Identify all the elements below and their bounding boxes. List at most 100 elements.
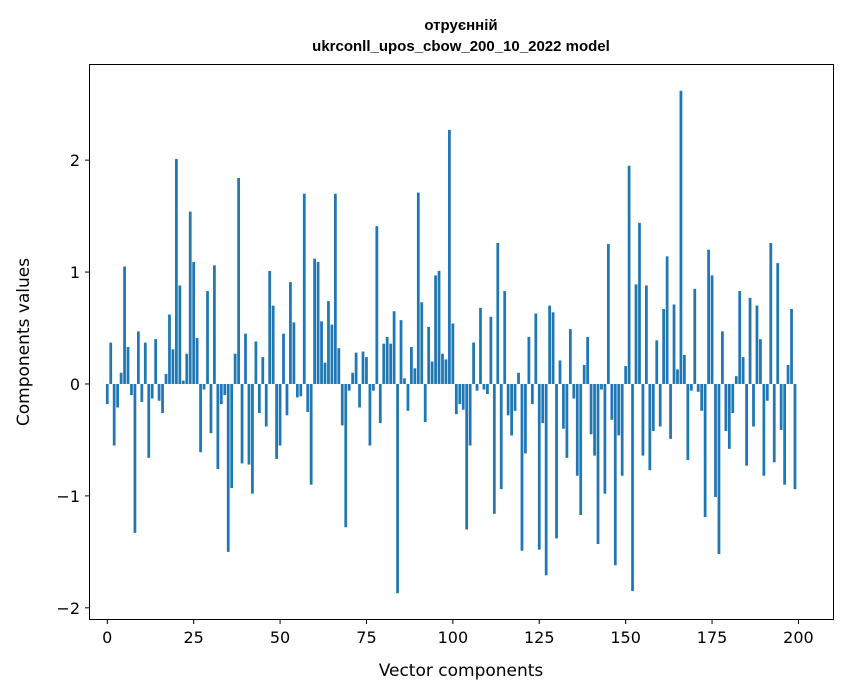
bar bbox=[499, 383, 503, 490]
bar bbox=[776, 263, 780, 384]
bar bbox=[606, 244, 610, 384]
bar bbox=[327, 301, 330, 384]
bar bbox=[171, 349, 175, 384]
bar bbox=[247, 383, 251, 465]
bar bbox=[119, 372, 123, 384]
bar bbox=[254, 341, 258, 384]
bar bbox=[683, 354, 686, 384]
x-tick-label: 200 bbox=[783, 628, 814, 647]
bar bbox=[389, 343, 393, 384]
bar bbox=[105, 383, 109, 405]
y-tick-label: 0 bbox=[70, 375, 80, 394]
bar bbox=[693, 288, 697, 384]
bar bbox=[620, 383, 624, 476]
bar bbox=[624, 366, 628, 384]
bar bbox=[351, 372, 355, 384]
chart-title: отруєнній bbox=[424, 17, 497, 34]
bar bbox=[313, 258, 317, 384]
bar bbox=[721, 331, 724, 384]
bar bbox=[651, 383, 655, 431]
plot-frame bbox=[89, 64, 834, 620]
bar bbox=[717, 383, 721, 555]
y-axis-ticks: −2 −1 0 1 2 bbox=[56, 151, 90, 618]
x-tick-label: 150 bbox=[610, 628, 641, 647]
bar bbox=[575, 383, 579, 476]
bar bbox=[461, 383, 465, 410]
bar bbox=[755, 305, 759, 384]
bar bbox=[403, 378, 406, 384]
bar bbox=[181, 380, 185, 384]
x-tick-label: 50 bbox=[270, 628, 290, 647]
bar bbox=[161, 383, 164, 414]
bar bbox=[157, 383, 161, 401]
bar bbox=[727, 383, 731, 449]
bar bbox=[475, 383, 479, 391]
x-tick-label: 175 bbox=[697, 628, 728, 647]
bar bbox=[368, 383, 372, 446]
y-axis-label: Components values bbox=[14, 258, 34, 426]
bar bbox=[392, 311, 396, 384]
bar bbox=[278, 383, 282, 446]
bar bbox=[441, 353, 444, 384]
bar bbox=[790, 308, 793, 384]
bar bbox=[147, 383, 151, 458]
bar bbox=[669, 383, 672, 439]
bar bbox=[745, 383, 748, 466]
x-tick-label: 100 bbox=[438, 628, 469, 647]
bar bbox=[555, 383, 558, 539]
bar bbox=[589, 383, 593, 435]
bar bbox=[292, 322, 296, 384]
bar bbox=[541, 383, 545, 424]
chart-subtitle: ukrconll_upos_cbow_200_10_2022 model bbox=[312, 38, 610, 55]
bar bbox=[530, 383, 534, 405]
bar bbox=[503, 291, 507, 384]
bar bbox=[378, 383, 382, 424]
y-tick-label: −2 bbox=[56, 599, 80, 618]
x-axis-label: Vector components bbox=[379, 661, 544, 681]
bar bbox=[603, 383, 607, 494]
bar bbox=[783, 383, 786, 485]
bar bbox=[658, 383, 662, 427]
x-tick-label: 125 bbox=[524, 628, 555, 647]
bar bbox=[358, 383, 361, 408]
bar bbox=[257, 383, 261, 414]
bar bbox=[634, 284, 638, 384]
bar bbox=[375, 226, 379, 384]
bar bbox=[371, 383, 375, 391]
bar bbox=[579, 383, 583, 515]
bar bbox=[437, 270, 441, 384]
bar bbox=[534, 313, 538, 384]
bar bbox=[213, 265, 216, 384]
bar bbox=[430, 361, 434, 384]
bar bbox=[710, 275, 714, 384]
bar bbox=[479, 307, 482, 384]
bar bbox=[133, 383, 137, 533]
bar bbox=[741, 357, 745, 384]
bar bbox=[645, 285, 648, 384]
bar bbox=[206, 291, 209, 384]
bar bbox=[492, 383, 496, 514]
bar bbox=[185, 353, 189, 384]
bar bbox=[696, 383, 700, 392]
bar bbox=[562, 383, 565, 429]
bar bbox=[489, 316, 493, 384]
bar bbox=[126, 347, 130, 384]
bar bbox=[164, 373, 168, 384]
bar bbox=[641, 383, 645, 456]
bar bbox=[306, 383, 310, 412]
x-tick-label: 75 bbox=[356, 628, 376, 647]
bar bbox=[468, 383, 472, 446]
bar bbox=[320, 321, 323, 384]
bar bbox=[686, 383, 690, 461]
bar bbox=[482, 383, 486, 390]
bar bbox=[762, 383, 766, 476]
bar bbox=[202, 383, 206, 390]
bar bbox=[593, 383, 596, 456]
bar bbox=[765, 383, 769, 401]
bar bbox=[655, 340, 659, 384]
bar bbox=[738, 291, 742, 384]
bar bbox=[638, 222, 641, 384]
bar bbox=[143, 342, 147, 384]
bar bbox=[427, 326, 431, 384]
